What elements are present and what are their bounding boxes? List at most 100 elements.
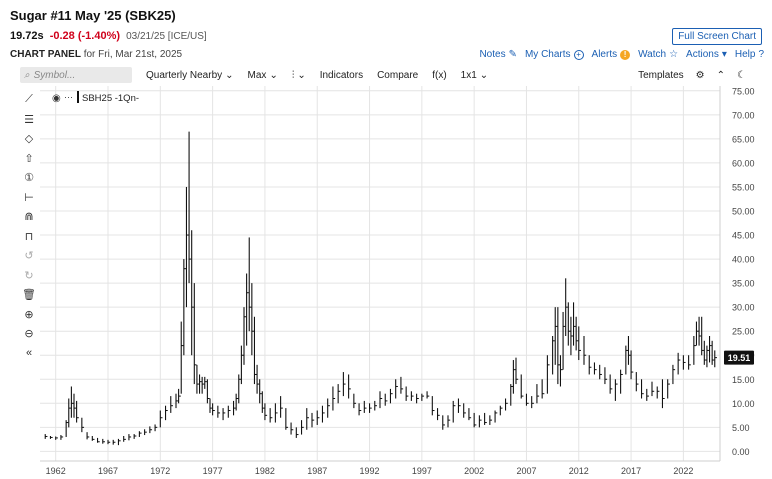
x-tick-label: 2022	[673, 466, 693, 476]
x-tick-label: 1977	[203, 466, 223, 476]
range-label: Max	[247, 69, 267, 81]
chevron-down-icon: ⌄	[269, 69, 278, 81]
price-chart[interactable]: 0.005.0010.0015.0020.0025.0030.0035.0040…	[40, 86, 772, 479]
alerts-link[interactable]: Alerts!	[592, 49, 631, 60]
panel-label-date: for Fri, Mar 21st, 2025	[83, 49, 183, 60]
notes-label: Notes	[479, 49, 506, 60]
y-tick-label: 65.00	[732, 134, 755, 144]
trash-icon[interactable]: 🗑	[22, 289, 36, 302]
y-tick-label: 60.00	[732, 158, 755, 168]
x-tick-label: 2017	[621, 466, 641, 476]
templates-button[interactable]: Templates	[638, 69, 684, 81]
redo-icon[interactable]: ↻	[24, 269, 34, 282]
layout-label: 1x1	[460, 69, 477, 81]
chart-svg[interactable]: 0.005.0010.0015.0020.0025.0030.0035.0040…	[40, 86, 772, 479]
annotation-tool-icon[interactable]: ①	[24, 172, 34, 185]
period-dropdown[interactable]: Quarterly Nearby ⌄	[146, 70, 234, 81]
my-charts-label: My Charts	[524, 49, 571, 60]
toolbar-right: Templates ⚙ ⌃ ☾	[638, 70, 746, 81]
watch-link[interactable]: Watch ☆	[638, 49, 678, 60]
alerts-label: Alerts	[591, 49, 618, 60]
chart-toolbar: ⌕ Symbol... Quarterly Nearby ⌄ Max ⌄ ⫶ ⌄ In…	[0, 64, 772, 86]
y-tick-label: 55.00	[732, 182, 755, 192]
indicators-button[interactable]: Indicators	[319, 69, 364, 81]
y-tick-label: 15.00	[732, 375, 755, 385]
trendline-tool-icon[interactable]: ⟋	[25, 93, 33, 106]
quote-line: 19.72s -0.28 (-1.40%) 03/21/25 [ICE/US]	[10, 30, 207, 42]
compare-button[interactable]: Compare	[377, 69, 419, 81]
symbol-search-input[interactable]: ⌕ Symbol...	[20, 67, 132, 83]
panel-label-title: CHART PANEL	[10, 49, 81, 60]
search-icon: ⌕	[24, 69, 30, 81]
x-tick-label: 2007	[516, 466, 536, 476]
more-options-icon: ···	[64, 92, 73, 102]
x-tick-label: 1997	[412, 466, 432, 476]
star-icon: ☆	[669, 49, 679, 60]
measure-tool-icon[interactable]: ⊢	[24, 191, 34, 204]
chart-title: Sugar #11 May '25 (SBK25)	[10, 8, 176, 23]
last-price-badge-label: 19.51	[728, 353, 751, 363]
y-tick-label: 35.00	[732, 279, 755, 289]
x-tick-label: 1982	[255, 466, 275, 476]
fibonacci-tool-icon[interactable]: ☰	[24, 113, 34, 126]
dark-mode-icon[interactable]: ☾	[737, 69, 746, 81]
drawing-tools-sidebar: ⟋ ☰ ◇ ⇧ ① ⊢ ⋒ ⊓ ↺ ↻ 🗑 ⊕ ⊖ «	[18, 90, 40, 363]
x-tick-label: 2012	[569, 466, 589, 476]
arrow-tool-icon[interactable]: ⇧	[24, 152, 34, 165]
lock-icon[interactable]: ⊓	[24, 230, 34, 243]
series-color-swatch	[77, 91, 79, 103]
y-tick-label: 70.00	[732, 110, 755, 120]
y-tick-label: 10.00	[732, 399, 755, 409]
magnet-icon[interactable]: ⋒	[24, 211, 34, 224]
x-tick-label: 2002	[464, 466, 484, 476]
my-charts-link[interactable]: My Charts +	[525, 49, 584, 60]
caret-down-icon: ▾	[721, 49, 727, 60]
full-screen-chart-button[interactable]: Full Screen Chart	[672, 28, 762, 45]
y-tick-label: 75.00	[732, 86, 755, 96]
last-price-badge	[724, 350, 754, 365]
eye-icon: ◉	[52, 93, 61, 104]
alert-icon: !	[620, 49, 631, 60]
y-tick-label: 5.00	[732, 423, 750, 433]
chevron-down-icon: ⌄	[479, 69, 489, 81]
actions-label: Actions	[686, 49, 719, 60]
zoom-out-icon[interactable]: ⊖	[24, 328, 34, 341]
period-label: Quarterly Nearby	[146, 69, 223, 81]
chevron-down-icon: ⌄	[297, 69, 306, 81]
notes-link[interactable]: Notes ✎	[479, 49, 517, 60]
last-price: 19.72s	[10, 30, 44, 42]
layout-dropdown[interactable]: 1x1 ⌄	[461, 70, 489, 81]
help-label: Help	[734, 49, 756, 60]
help-link[interactable]: Help?	[735, 49, 764, 60]
panel-label: CHART PANEL for Fri, Mar 21st, 2025	[10, 49, 182, 60]
y-tick-label: 45.00	[732, 231, 755, 241]
quote-meta: 03/21/25 [ICE/US]	[126, 31, 207, 42]
actions-menu[interactable]: Actions ▾	[686, 49, 727, 60]
collapse-up-icon[interactable]: ⌃	[716, 69, 726, 81]
help-icon: ?	[758, 49, 764, 60]
zoom-in-icon[interactable]: ⊕	[24, 308, 34, 321]
chevron-down-icon: ⌄	[225, 69, 234, 81]
price-change: -0.28 (-1.40%)	[49, 30, 121, 42]
y-tick-label: 50.00	[732, 207, 755, 217]
range-dropdown[interactable]: Max ⌄	[248, 70, 278, 81]
y-tick-label: 30.00	[732, 303, 755, 313]
watch-label: Watch	[638, 49, 667, 60]
bar-type-dropdown[interactable]: ⫶ ⌄	[292, 70, 306, 81]
x-tick-label: 1987	[307, 466, 327, 476]
shapes-tool-icon[interactable]: ◇	[24, 133, 34, 146]
collapse-sidebar-icon[interactable]: «	[25, 347, 33, 360]
notes-icon: ✎	[508, 49, 517, 60]
y-tick-label: 25.00	[732, 327, 755, 337]
gear-icon[interactable]: ⚙	[695, 69, 705, 81]
series-legend-label: SBH25 -1Qn-	[82, 93, 139, 104]
function-button[interactable]: f(x)	[432, 69, 447, 81]
y-tick-label: 40.00	[732, 255, 755, 265]
search-placeholder: Symbol...	[33, 69, 76, 81]
x-tick-label: 1967	[98, 466, 118, 476]
undo-icon[interactable]: ↺	[24, 250, 34, 263]
y-tick-label: 0.00	[732, 447, 750, 457]
ohlc-bars-icon: ⫶	[291, 69, 295, 81]
x-tick-label: 1972	[150, 466, 170, 476]
x-tick-label: 1962	[46, 466, 66, 476]
